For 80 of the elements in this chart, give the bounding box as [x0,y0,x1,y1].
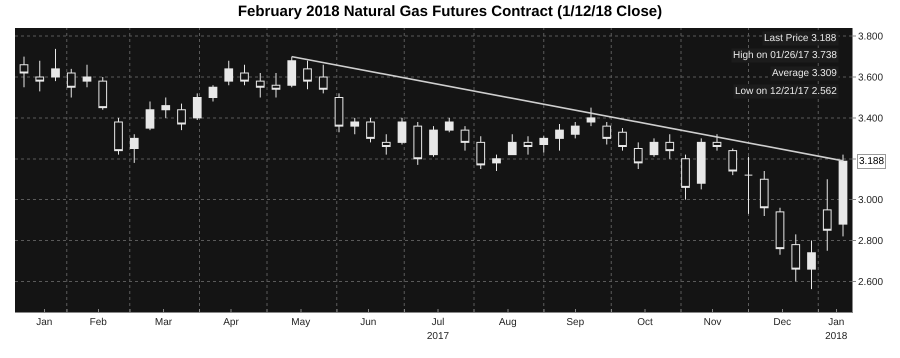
candlestick [681,154,690,200]
candlestick [807,240,816,290]
candlestick [413,121,422,166]
candlestick [366,117,375,143]
annotation: High on 01/26/17 3.738 [733,50,838,61]
candlestick [146,101,154,131]
candlestick [429,126,438,158]
candlestick [492,154,501,172]
x-tick-label: Oct [637,317,653,328]
candlestick [744,156,753,214]
candlestick [570,121,580,139]
x-tick-label: Jun [360,317,376,328]
candlestick [539,136,548,154]
candlestick [602,121,612,145]
y-tick-label: 3.600 [858,72,884,84]
candlestick [350,117,360,135]
y-tick-label: 3.800 [858,32,884,43]
chart-title: February 2018 Natural Gas Futures Contract (1/12/18 Close) [238,2,662,20]
candlestick [776,207,784,256]
x-tick-label: Mar [154,317,173,328]
candlestick [177,103,186,131]
candlestick [66,68,76,98]
candlestick [51,48,60,82]
candlestick [224,60,234,86]
candlestick [240,64,249,86]
candlestick [35,60,44,92]
candlestick [98,76,108,110]
candlestick [460,126,470,152]
candlestick [696,138,706,190]
x-tick-label: Apr [223,317,240,328]
y-tick-label: 2.800 [858,236,884,247]
candlestick [822,178,832,252]
candlestick [524,136,532,156]
candlestick [634,142,643,170]
candlestick [161,96,170,118]
candlestick [712,134,722,152]
candlestick [760,170,769,216]
candlestick [82,64,92,88]
x-tick-label: Jan [828,317,844,328]
candlestick [665,134,674,160]
annotation: Low on 12/21/17 2.562 [735,86,838,97]
candlestick [256,72,265,98]
candlestick [618,128,627,152]
candlestick [586,107,596,127]
x-tick-label: Aug [498,317,517,328]
y-tick-label: 2.600 [858,276,884,288]
annotation: Average 3.309 [772,68,838,79]
candlestick [791,234,800,282]
candlestick [444,117,454,133]
x2-tick-label: 2017 [426,331,450,342]
x2-tick-label: 2018 [825,331,848,342]
annotation: Last Price 3.188 [764,33,837,44]
candlestick [382,134,391,156]
candlestick [192,92,202,120]
y-tick-label: 3.400 [858,113,884,124]
x-tick-label: Nov [704,317,722,328]
candlestick [555,124,564,152]
candlestick [838,154,848,237]
x-tick-label: Jul [432,317,444,328]
candlestick [20,56,28,88]
candlestick [398,117,406,145]
candlestick [728,148,738,176]
candlestick [318,64,328,94]
candlestick [130,134,139,164]
y-tick-label: 3.000 [858,195,884,206]
candlestick [303,60,312,90]
x-tick-label: Jan [36,317,52,328]
candlestick [476,136,486,170]
x-tick-label: Sep [566,317,585,328]
candlestick [508,134,517,156]
x-tick-label: May [291,317,310,328]
x-tick-label: Dec [773,317,792,328]
annotation: 3.188 [859,156,884,167]
candlestick [650,138,658,158]
candlestick [287,56,296,88]
x-tick-label: Feb [90,317,108,328]
candlestick [114,117,123,156]
candlestick [272,72,280,98]
candlestick [208,84,218,102]
candlestick [334,92,344,133]
